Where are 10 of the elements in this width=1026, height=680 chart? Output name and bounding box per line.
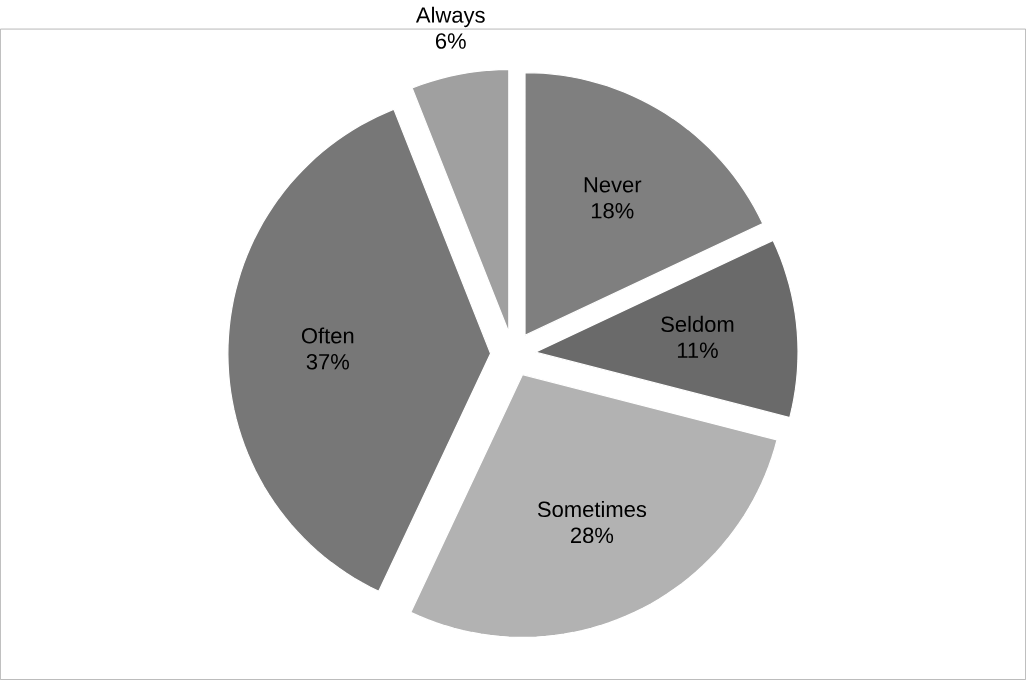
slice-label: Sometimes — [537, 501, 647, 518]
slice-label: Seldom — [661, 315, 734, 333]
slice-label: Never — [584, 177, 642, 193]
data-label: 18% — [591, 202, 634, 219]
data-label: 6% — [435, 33, 466, 49]
data-label: 11% — [677, 342, 718, 358]
data-label: 28% — [571, 527, 614, 544]
slice-label: Often — [301, 327, 354, 344]
data-label: 37% — [306, 354, 349, 370]
slice-label: Always — [415, 6, 485, 28]
